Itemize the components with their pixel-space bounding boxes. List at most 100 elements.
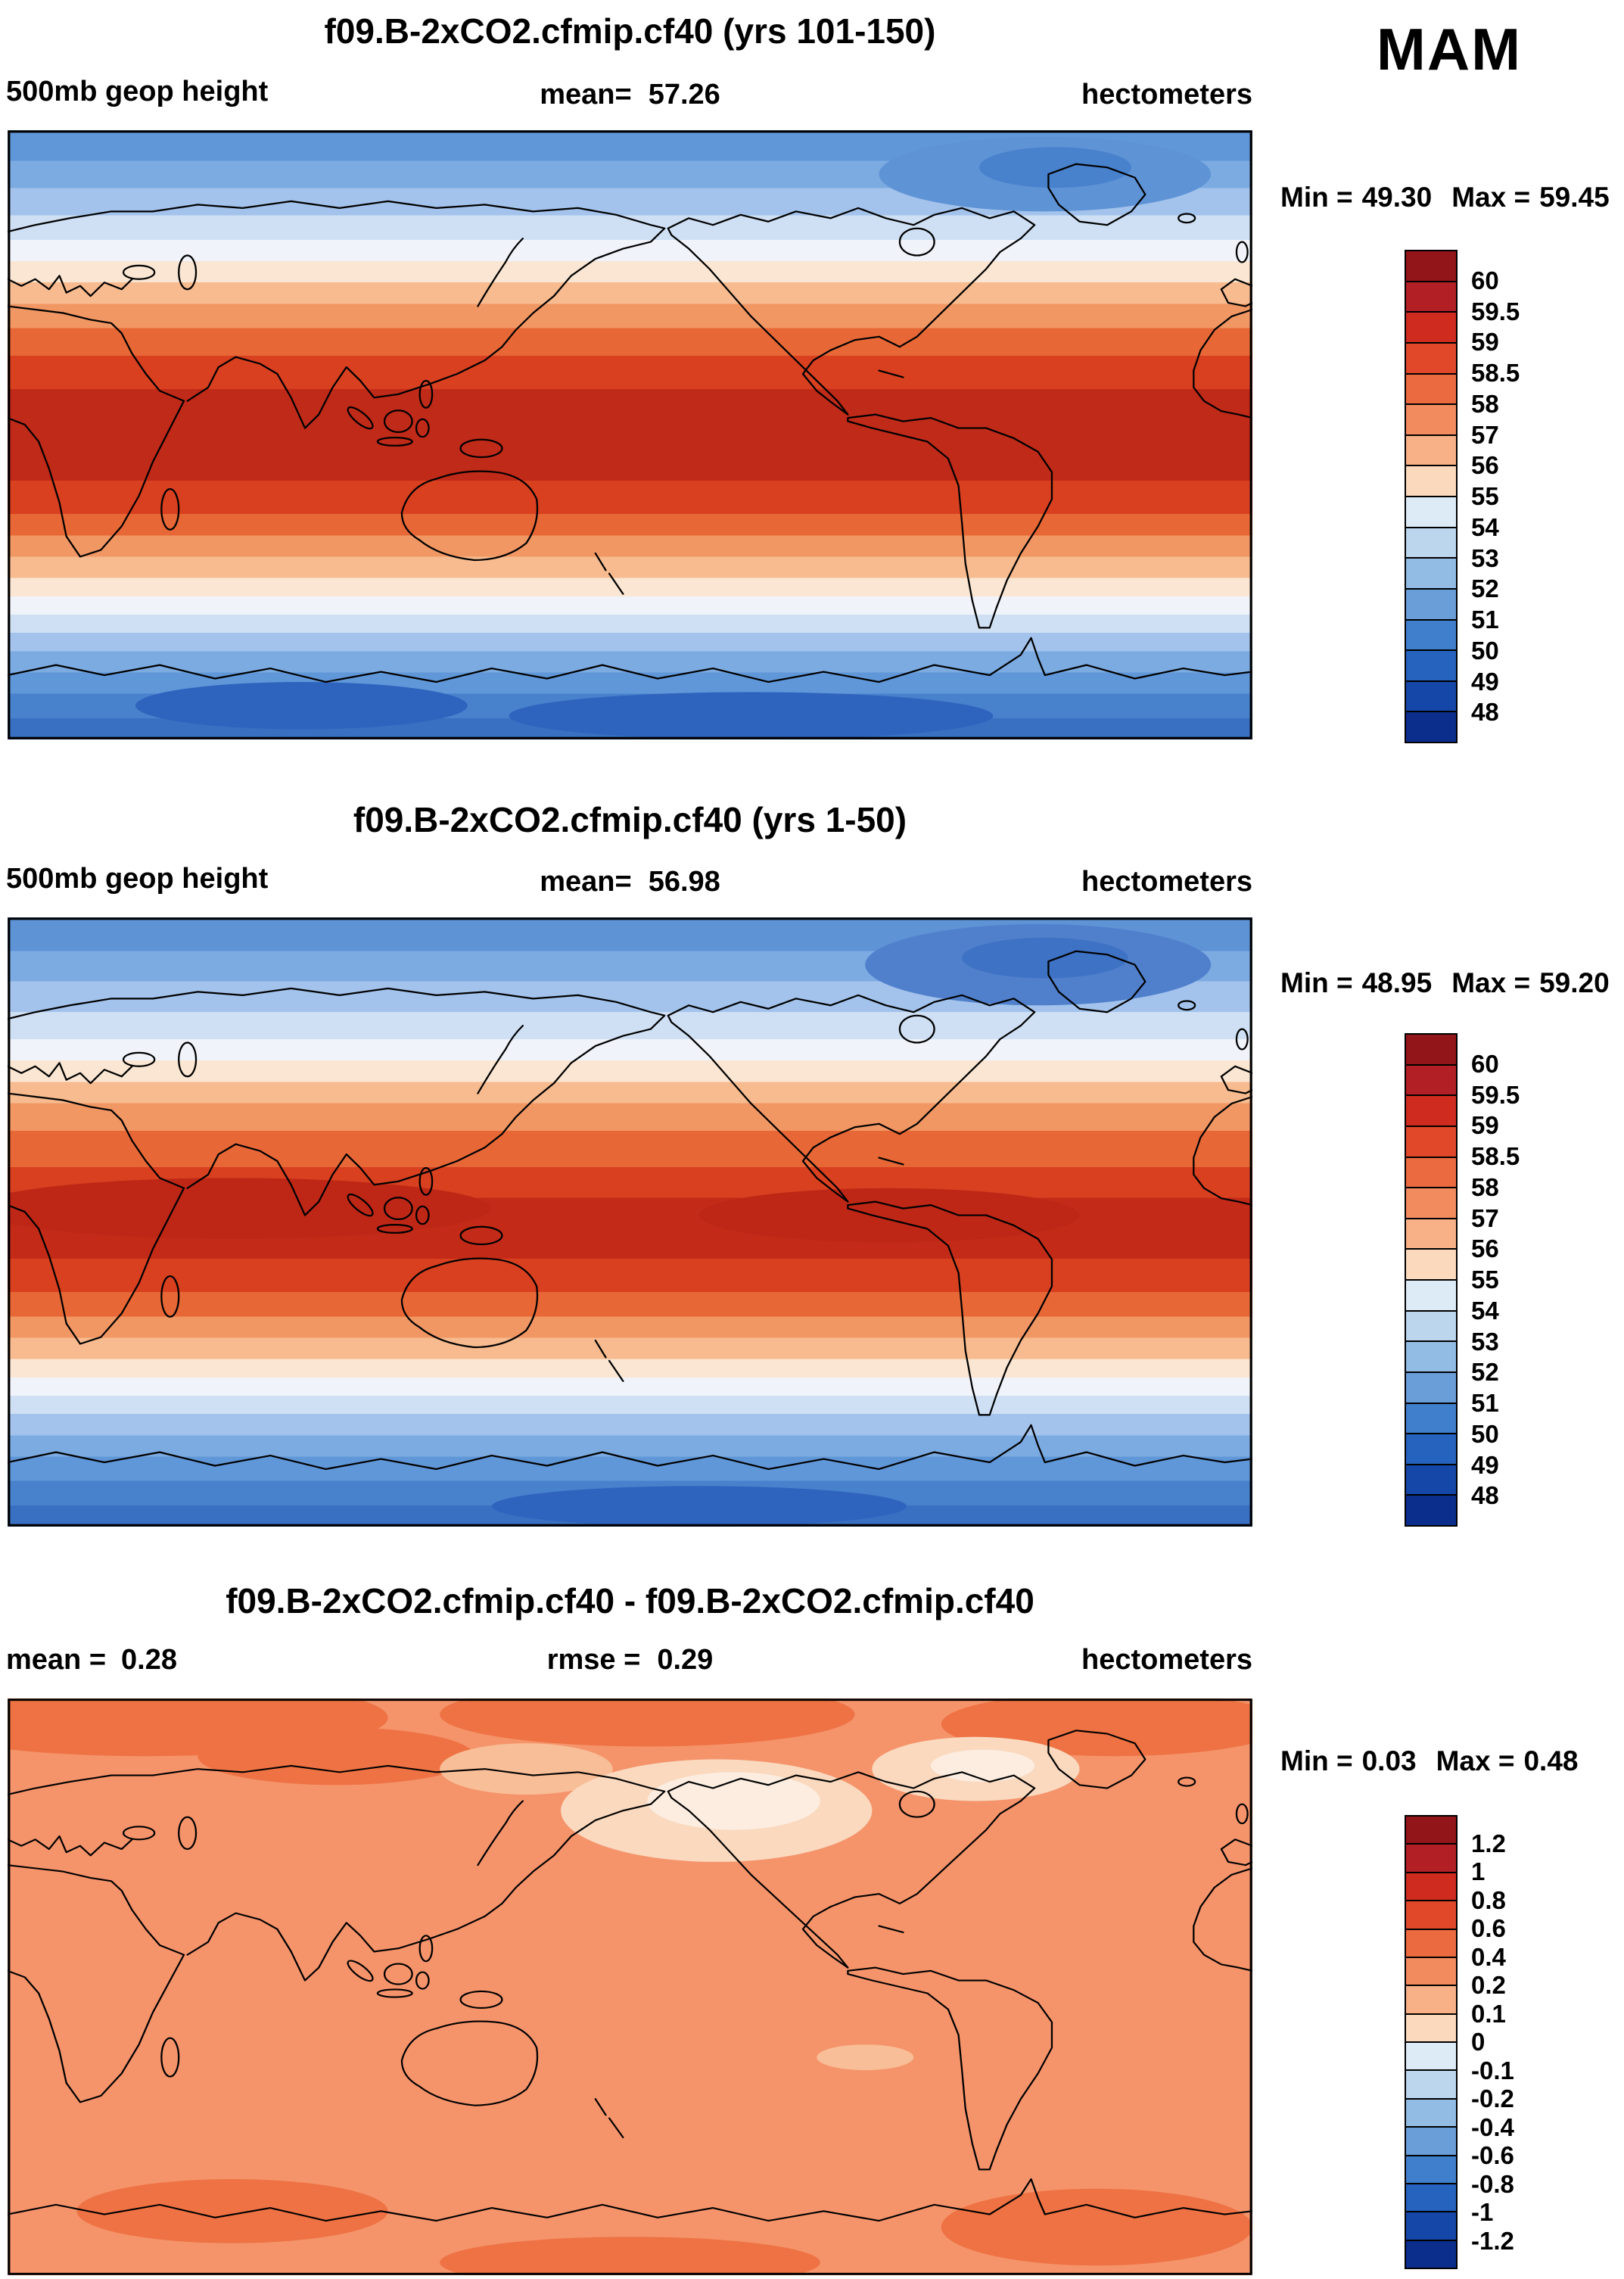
panel3-title: f09.B-2xCO2.cfmip.cf40 - f09.B-2xCO2.cfm… bbox=[226, 1581, 1034, 1621]
colorbar-tick-label: 51 bbox=[1471, 606, 1499, 634]
colorbar-cell bbox=[1406, 1156, 1456, 1188]
colorbar-cell bbox=[1406, 1248, 1456, 1279]
colorbar-cell bbox=[1406, 1928, 1456, 1957]
colorbar-cell bbox=[1406, 1871, 1456, 1901]
colorbar-cell bbox=[1406, 1371, 1456, 1403]
colorbar-tick-label: -0.4 bbox=[1471, 2112, 1514, 2141]
colorbar-tick-label: 48 bbox=[1471, 1481, 1499, 1510]
colorbar-cell bbox=[1406, 1463, 1456, 1495]
colorbar-cell bbox=[1406, 1094, 1456, 1125]
colorbar-tick-label: 1.2 bbox=[1471, 1829, 1506, 1857]
colorbar-tick-label: 59.5 bbox=[1471, 1080, 1520, 1109]
colorbar-labels: 1.2 1 0.8 0.6 0.4 0.2 0.1 0 -0.1 -0.2 -0.4 -0.6 -0.8… bbox=[1471, 1815, 1570, 2269]
colorbar-cell bbox=[1406, 2041, 1456, 2070]
rmse-label: rmse = bbox=[546, 1644, 641, 1676]
colorbar-tick-label: 59 bbox=[1471, 328, 1499, 356]
colorbar-cell bbox=[1406, 2097, 1456, 2127]
colorbar-cell bbox=[1406, 618, 1456, 650]
min-label: Min = bbox=[1280, 1745, 1353, 1776]
colorbar-cells bbox=[1405, 1815, 1458, 2269]
colorbar-tick-label: 60 bbox=[1471, 1049, 1499, 1078]
colorbar-tick-label: 48 bbox=[1471, 698, 1499, 727]
mean-value: 57.26 bbox=[648, 79, 720, 111]
panel1-title: f09.B-2xCO2.cfmip.cf40 (yrs 101-150) bbox=[324, 11, 936, 51]
colorbar-tick-label: 59 bbox=[1471, 1111, 1499, 1140]
colorbar-tick-label: 49 bbox=[1471, 1450, 1499, 1479]
colorbar-cell bbox=[1406, 1402, 1456, 1434]
colorbar-tick-label: 54 bbox=[1471, 1296, 1499, 1325]
colorbar-tick-label: 53 bbox=[1471, 543, 1499, 572]
colorbar-case1: 60 59.5 59 58.5 58 57 56 55 54 53 52 51 50 49 48 bbox=[1405, 250, 1520, 743]
colorbar-cell bbox=[1406, 680, 1456, 711]
colorbar-cell bbox=[1406, 1125, 1456, 1157]
max-label: Max = bbox=[1436, 1745, 1515, 1776]
colorbar-tick-label: 57 bbox=[1471, 1203, 1499, 1232]
colorbar-cell bbox=[1406, 1279, 1456, 1310]
colorbar-case2: 60 59.5 59 58.5 58 57 56 55 54 53 52 51 50 49 48 bbox=[1405, 1033, 1520, 1527]
min-label: Min = bbox=[1280, 182, 1353, 213]
colorbar-cell bbox=[1406, 1340, 1456, 1371]
colorbar-cell bbox=[1406, 711, 1456, 742]
panel1-units: hectometers bbox=[1081, 79, 1252, 111]
colorbar-tick-label: 0.4 bbox=[1471, 1942, 1506, 1971]
mean-label: mean= bbox=[540, 866, 632, 898]
colorbar-cell bbox=[1406, 341, 1456, 373]
panel2-field-label: 500mb geop height bbox=[6, 863, 269, 895]
colorbar-cell bbox=[1406, 2013, 1456, 2041]
colorbar-labels: 60 59.5 59 58.5 58 57 56 55 54 53 52 51 50 49 48 bbox=[1471, 250, 1570, 743]
colorbar-cell bbox=[1406, 587, 1456, 619]
min-label: Min = bbox=[1280, 967, 1353, 998]
colorbar-cell bbox=[1406, 526, 1456, 558]
colorbar-cell bbox=[1406, 1187, 1456, 1218]
panel2-minmax: Min = 48.95 Max = 59.20 bbox=[1280, 967, 1610, 999]
panel1-minmax: Min = 49.30 Max = 59.45 bbox=[1280, 182, 1610, 213]
colorbar-cell bbox=[1406, 1309, 1456, 1341]
colorbar-cell bbox=[1406, 465, 1456, 496]
max-value: 59.45 bbox=[1539, 182, 1610, 213]
colorbar-cell bbox=[1406, 2239, 1456, 2268]
colorbar-tick-label: 1 bbox=[1471, 1857, 1486, 1885]
colorbar-cell bbox=[1406, 2211, 1456, 2240]
colorbar-cell bbox=[1406, 1900, 1456, 1929]
max-label: Max = bbox=[1451, 967, 1531, 998]
colorbar-cell bbox=[1406, 1494, 1456, 1525]
max-value: 0.48 bbox=[1523, 1745, 1579, 1776]
colorbar-cell bbox=[1406, 372, 1456, 404]
colorbar-tick-label: 0 bbox=[1471, 2028, 1486, 2056]
panel2-title: f09.B-2xCO2.cfmip.cf40 (yrs 1-50) bbox=[353, 800, 907, 839]
max-label: Max = bbox=[1451, 182, 1531, 213]
mean-label: mean= bbox=[540, 79, 632, 111]
min-value: 0.03 bbox=[1361, 1745, 1417, 1776]
map-difference-svg bbox=[8, 1698, 1252, 2275]
colorbar-tick-label: 50 bbox=[1471, 1419, 1499, 1448]
colorbar-cells bbox=[1405, 250, 1458, 743]
colorbar-tick-label: -1.2 bbox=[1471, 2226, 1514, 2255]
colorbar-tick-label: 52 bbox=[1471, 1358, 1499, 1387]
colorbar-cell bbox=[1406, 1217, 1456, 1249]
mean-value: 0.28 bbox=[121, 1644, 177, 1676]
colorbar-tick-label: 55 bbox=[1471, 482, 1499, 510]
colorbar-cell bbox=[1406, 1035, 1456, 1064]
min-value: 49.30 bbox=[1361, 182, 1433, 213]
map-case1-svg bbox=[8, 130, 1252, 739]
colorbar-cell bbox=[1406, 1985, 1456, 2013]
colorbar-tick-label: 60 bbox=[1471, 266, 1499, 294]
map-case2 bbox=[8, 917, 1252, 1527]
colorbar-cell bbox=[1406, 403, 1456, 434]
colorbar-tick-label: 56 bbox=[1471, 1234, 1499, 1263]
colorbar-cell bbox=[1406, 649, 1456, 680]
colorbar-tick-label: -0.1 bbox=[1471, 2056, 1514, 2084]
colorbar-tick-label: 49 bbox=[1471, 667, 1499, 696]
rmse-value: 0.29 bbox=[657, 1644, 714, 1676]
colorbar-labels: 60 59.5 59 58.5 58 57 56 55 54 53 52 51 50 49 48 bbox=[1471, 1033, 1570, 1527]
colorbar-cell bbox=[1406, 1433, 1456, 1464]
colorbar-cell bbox=[1406, 434, 1456, 465]
colorbar-cell bbox=[1406, 2182, 1456, 2212]
season-label: MAM bbox=[1376, 16, 1523, 83]
panel1-mean: mean= 57.26 bbox=[8, 79, 1252, 111]
colorbar-cell bbox=[1406, 496, 1456, 527]
colorbar-tick-label: 52 bbox=[1471, 574, 1499, 603]
panel3-rmse: rmse = 0.29 bbox=[8, 1644, 1252, 1677]
map-case2-svg bbox=[8, 917, 1252, 1527]
colorbar-tick-label: 54 bbox=[1471, 512, 1499, 541]
